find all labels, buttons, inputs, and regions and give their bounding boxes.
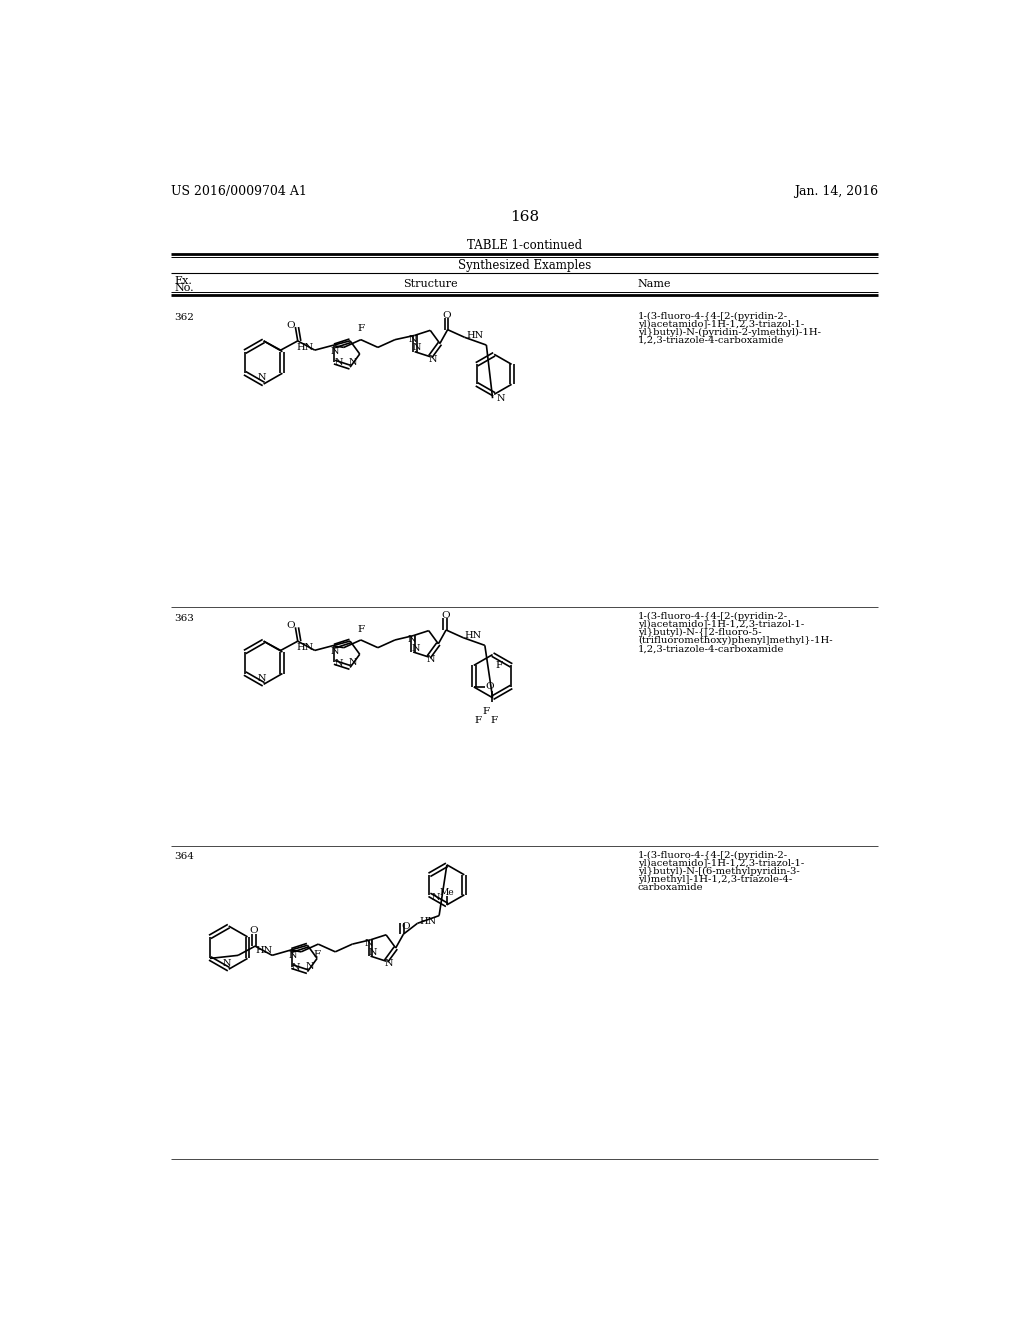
Text: F: F xyxy=(357,624,365,634)
Text: N: N xyxy=(412,644,420,652)
Text: N: N xyxy=(384,958,392,968)
Text: 1,2,3-triazole-4-carboxamide: 1,2,3-triazole-4-carboxamide xyxy=(638,337,784,345)
Text: 363: 363 xyxy=(174,614,195,623)
Text: O: O xyxy=(287,321,295,330)
Text: N: N xyxy=(427,655,435,664)
Text: O: O xyxy=(249,927,258,935)
Text: O: O xyxy=(401,921,410,931)
Text: O: O xyxy=(442,310,452,319)
Text: F: F xyxy=(496,661,503,669)
Text: No.: No. xyxy=(174,282,195,293)
Text: US 2016/0009704 A1: US 2016/0009704 A1 xyxy=(171,185,306,198)
Text: Me: Me xyxy=(439,888,455,898)
Text: F: F xyxy=(490,717,498,725)
Text: 1-(3-fluoro-4-{4-[2-(pyridin-2-: 1-(3-fluoro-4-{4-[2-(pyridin-2- xyxy=(638,850,788,859)
Text: N: N xyxy=(331,647,340,656)
Text: N: N xyxy=(289,952,297,960)
Text: HN: HN xyxy=(296,643,313,652)
Text: yl}butyl)-N-(pyridin-2-ylmethyl)-1H-: yl}butyl)-N-(pyridin-2-ylmethyl)-1H- xyxy=(638,327,821,337)
Text: 362: 362 xyxy=(174,313,195,322)
Text: N: N xyxy=(334,659,343,668)
Text: N: N xyxy=(223,958,231,968)
Text: F: F xyxy=(357,325,365,334)
Text: N: N xyxy=(258,374,266,383)
Text: 168: 168 xyxy=(510,210,540,224)
Text: N: N xyxy=(428,355,437,363)
Text: TABLE 1-continued: TABLE 1-continued xyxy=(467,239,583,252)
Text: N: N xyxy=(305,962,314,972)
Text: N: N xyxy=(409,335,418,343)
Text: carboxamide: carboxamide xyxy=(638,883,703,892)
Text: N: N xyxy=(496,393,505,403)
Text: F: F xyxy=(482,708,489,715)
Text: N: N xyxy=(408,635,416,644)
Text: O: O xyxy=(485,682,494,692)
Text: 364: 364 xyxy=(174,853,195,861)
Text: O: O xyxy=(441,611,450,620)
Text: F: F xyxy=(475,717,482,725)
Text: yl}butyl)-N-{[2-fluoro-5-: yl}butyl)-N-{[2-fluoro-5- xyxy=(638,628,762,638)
Text: HN: HN xyxy=(255,946,272,956)
Text: yl)acetamido]-1H-1,2,3-triazol-1-: yl)acetamido]-1H-1,2,3-triazol-1- xyxy=(638,859,804,867)
Text: N: N xyxy=(348,358,356,367)
Text: (trifluoromethoxy)phenyl]methyl}-1H-: (trifluoromethoxy)phenyl]methyl}-1H- xyxy=(638,636,833,645)
Text: 1-(3-fluoro-4-{4-[2-(pyridin-2-: 1-(3-fluoro-4-{4-[2-(pyridin-2- xyxy=(638,612,788,622)
Text: yl}butyl)-N-[(6-methylpyridin-3-: yl}butyl)-N-[(6-methylpyridin-3- xyxy=(638,867,800,876)
Text: HN: HN xyxy=(419,916,436,925)
Text: N: N xyxy=(258,673,266,682)
Text: Ex.: Ex. xyxy=(174,276,193,286)
Text: Structure: Structure xyxy=(402,279,458,289)
Text: N: N xyxy=(331,347,340,355)
Text: yl)acetamido]-1H-1,2,3-triazol-1-: yl)acetamido]-1H-1,2,3-triazol-1- xyxy=(638,620,804,630)
Text: F: F xyxy=(314,950,321,960)
Text: HN: HN xyxy=(296,343,313,351)
Text: N: N xyxy=(431,892,440,902)
Text: yl)methyl]-1H-1,2,3-triazole-4-: yl)methyl]-1H-1,2,3-triazole-4- xyxy=(638,875,793,884)
Text: N: N xyxy=(413,343,421,352)
Text: yl)acetamido]-1H-1,2,3-triazol-1-: yl)acetamido]-1H-1,2,3-triazol-1- xyxy=(638,319,804,329)
Text: HN: HN xyxy=(465,631,482,640)
Text: Synthesized Examples: Synthesized Examples xyxy=(458,259,592,272)
Text: N: N xyxy=(292,962,300,972)
Text: N: N xyxy=(365,939,373,948)
Text: 1-(3-fluoro-4-{4-[2-(pyridin-2-: 1-(3-fluoro-4-{4-[2-(pyridin-2- xyxy=(638,312,788,321)
Text: HN: HN xyxy=(466,330,483,339)
Text: Name: Name xyxy=(638,279,672,289)
Text: N: N xyxy=(369,948,377,957)
Text: 1,2,3-triazole-4-carboxamide: 1,2,3-triazole-4-carboxamide xyxy=(638,644,784,653)
Text: Jan. 14, 2016: Jan. 14, 2016 xyxy=(794,185,879,198)
Text: O: O xyxy=(287,622,295,630)
Text: N: N xyxy=(334,359,343,367)
Text: N: N xyxy=(348,659,356,668)
